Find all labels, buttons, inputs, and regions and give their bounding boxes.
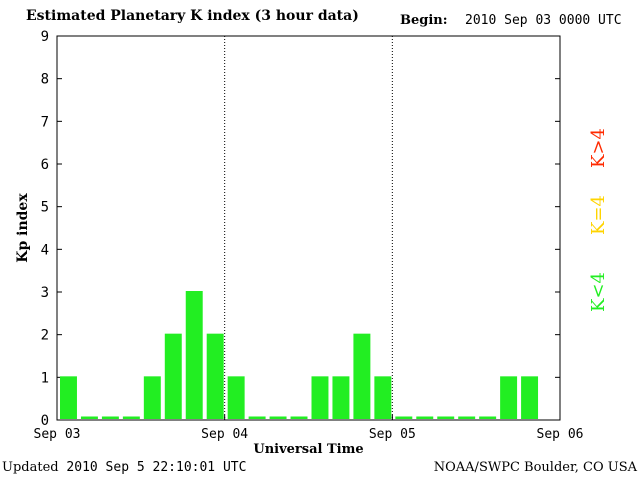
kp-bar xyxy=(437,416,455,419)
kp-bar xyxy=(290,416,308,419)
kp-bar xyxy=(248,416,266,419)
kp-bar xyxy=(185,291,203,419)
kp-bar xyxy=(374,376,392,419)
kp-bar xyxy=(101,416,119,419)
kp-bar xyxy=(227,376,245,419)
y-tick-label: 9 xyxy=(41,29,49,45)
x-axis-label: Universal Time xyxy=(253,442,363,457)
kp-bar xyxy=(479,416,497,419)
updated-value: 2010 Sep 5 22:10:01 UTC xyxy=(66,460,247,475)
plot-frame xyxy=(56,35,561,421)
y-tick-label: 7 xyxy=(41,114,49,130)
y-tick-label: 6 xyxy=(41,157,49,173)
y-tick-label: 5 xyxy=(41,200,49,216)
begin-value: 2010 Sep 03 0000 UTC xyxy=(465,13,622,28)
kp-bar xyxy=(332,376,350,419)
kp-bar xyxy=(269,416,287,419)
chart-title: Estimated Planetary K index (3 hour data… xyxy=(26,8,359,24)
x-tick-label: Sep 04 xyxy=(201,427,248,442)
x-tick-label: Sep 06 xyxy=(537,427,584,442)
kp-bar xyxy=(416,416,434,419)
y-tick-label: 2 xyxy=(41,328,49,344)
kp-bar xyxy=(143,376,161,419)
kp-bar xyxy=(311,376,329,419)
kp-bar xyxy=(206,333,224,419)
begin-label: Begin: xyxy=(400,13,448,28)
updated-timestamp: Updated 2010 Sep 5 22:10:01 UTC xyxy=(2,460,246,475)
updated-label: Updated xyxy=(2,460,59,475)
y-tick-label: 8 xyxy=(41,72,49,88)
kp-bar xyxy=(395,416,413,419)
kp-bar xyxy=(164,333,182,419)
kp-bar xyxy=(122,416,140,419)
kp-bar xyxy=(458,416,476,419)
y-axis-label: Kp index xyxy=(15,193,31,263)
y-tick-label: 1 xyxy=(41,370,49,386)
x-tick-label: Sep 05 xyxy=(369,427,416,442)
y-tick-label: 4 xyxy=(41,242,49,258)
kp-bar xyxy=(500,376,518,419)
credit-text: NOAA/SWPC Boulder, CO USA xyxy=(433,460,637,475)
kp-bar xyxy=(60,376,77,419)
legend-label: K>4 xyxy=(588,128,609,168)
x-tick-label: Sep 03 xyxy=(34,427,81,442)
kp-bar xyxy=(521,376,539,419)
kp-bar xyxy=(353,333,371,419)
kp-bar xyxy=(80,416,98,419)
y-tick-label: 0 xyxy=(41,413,49,429)
y-tick-label: 3 xyxy=(41,285,49,301)
legend-label: K<4 xyxy=(588,272,609,312)
legend-label: K=4 xyxy=(588,195,609,235)
